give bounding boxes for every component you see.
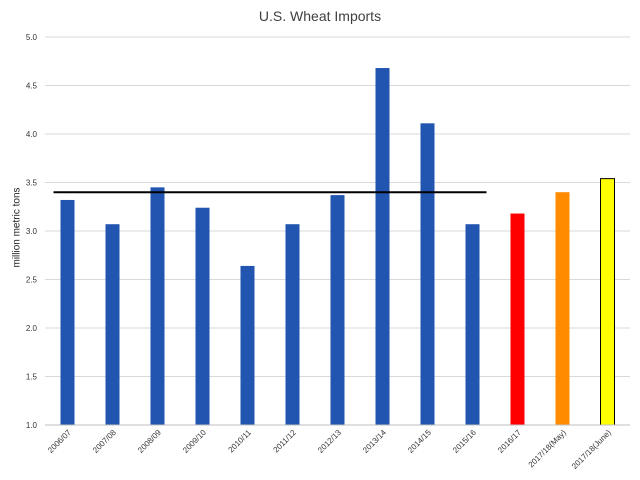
bar (375, 68, 390, 425)
y-tick-label: 2.5 (26, 276, 38, 285)
y-tick-label: 4.0 (26, 130, 38, 139)
x-tick-label: 2014/15 (406, 428, 433, 455)
y-tick-label: 1.0 (26, 421, 38, 430)
x-tick-label: 2008/09 (136, 428, 163, 455)
y-tick-label: 3.5 (26, 179, 38, 188)
bar (285, 224, 300, 425)
bar (330, 195, 345, 425)
y-tick-label: 3.0 (26, 227, 38, 236)
bar (150, 187, 165, 425)
bar (555, 192, 570, 425)
y-tick-label: 5.0 (26, 33, 38, 42)
x-tick-label: 2012/13 (316, 428, 343, 455)
x-tick-label: 2017/18(May) (527, 428, 569, 470)
bar (510, 213, 525, 425)
x-tick-label: 2016/17 (496, 428, 523, 455)
x-tick-label: 2011/12 (272, 428, 299, 455)
x-tick-label: 2009/10 (181, 428, 208, 455)
bar (465, 224, 480, 425)
chart-title: U.S. Wheat Imports (258, 8, 382, 24)
bar (600, 178, 615, 426)
y-tick-label: 4.5 (26, 82, 38, 91)
x-tick-label: 2015/16 (451, 428, 478, 455)
bar (60, 199, 75, 425)
y-tick-label: 1.5 (26, 373, 38, 382)
bar (240, 265, 255, 425)
x-tick-label: 2006/07 (46, 428, 73, 455)
x-tick-label: 2017/18(June) (570, 428, 613, 471)
x-tick-label: 2010/11 (227, 428, 254, 455)
x-tick-label: 2013/14 (361, 428, 388, 455)
bar (105, 224, 120, 425)
y-tick-label: 2.0 (26, 324, 38, 333)
x-tick-label: 2007/08 (91, 428, 118, 455)
bar (195, 207, 210, 425)
bar (420, 123, 435, 425)
